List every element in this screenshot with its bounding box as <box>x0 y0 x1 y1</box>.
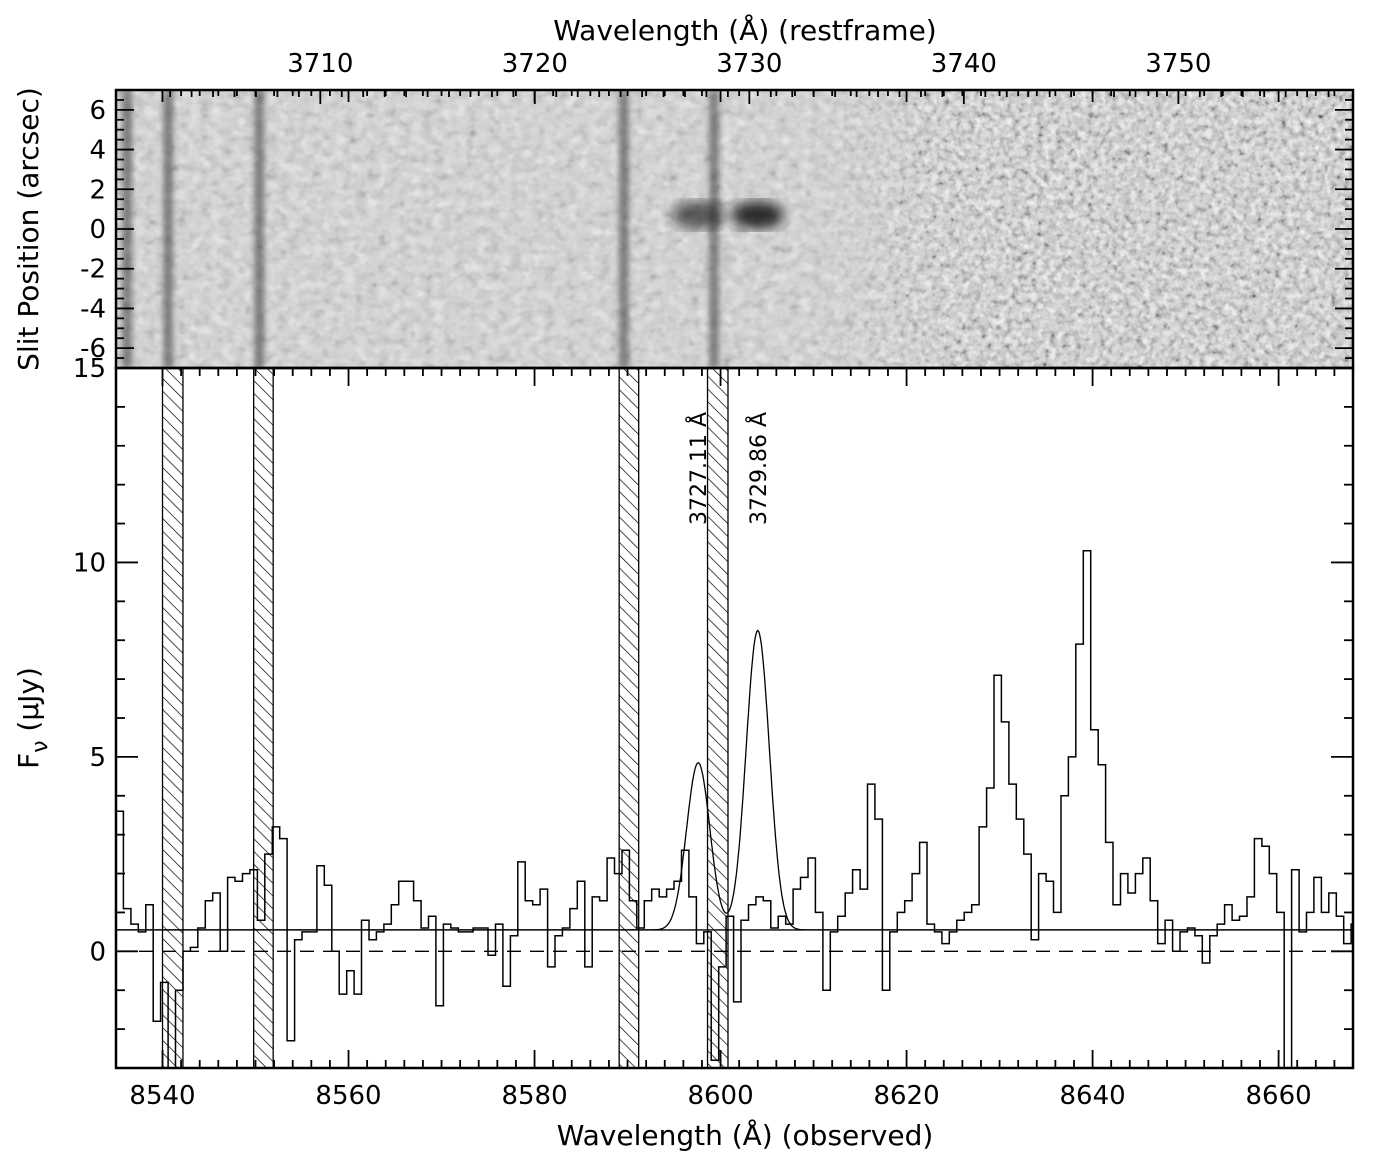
tick-label: 8660 <box>1246 1081 1312 1111</box>
tick-labels: 8540 8560 8580 8600 8620 8640 8660 3710 3720 3730… <box>73 49 1312 1111</box>
spectrum-plot-area <box>116 550 1353 1068</box>
tick-label: 15 <box>73 354 106 384</box>
tick-label: 3710 <box>287 49 353 79</box>
model-fit-curve <box>116 629 1353 931</box>
axes: 8540 8560 8580 8600 8620 8640 8660 3710 3720 3730… <box>73 49 1355 1111</box>
slit-image-noise-strong <box>116 90 1353 368</box>
tick-label: 4 <box>89 136 106 166</box>
emission-blob <box>672 201 725 230</box>
tick-label: 8620 <box>873 1081 939 1111</box>
tick-label: 8540 <box>129 1081 195 1111</box>
emission-line-label: 3727.11 Å <box>685 412 712 525</box>
masked-regions <box>161 368 729 1068</box>
tick-label: -4 <box>80 294 106 324</box>
flux-subscript: ν <box>28 740 53 752</box>
observed-spectrum-histogram <box>116 550 1353 1068</box>
tick-label: 3740 <box>931 49 997 79</box>
top-axis-title: Wavelength (Å) (restframe) <box>553 13 936 47</box>
line-annotations: 3727.11 Å 3729.86 Å <box>685 412 772 525</box>
tick-label: 8640 <box>1059 1081 1125 1111</box>
tick-label: 8580 <box>501 1081 567 1111</box>
tick-label: 6 <box>89 96 106 126</box>
tick-label: -2 <box>80 255 106 285</box>
tick-label: 3750 <box>1145 49 1211 79</box>
spectrum-y-axis-title: Fν (μJy) <box>12 667 53 769</box>
flux-symbol: F <box>12 753 45 769</box>
tick-label: 3720 <box>502 49 568 79</box>
tick-label: 0 <box>89 215 106 245</box>
bottom-axis-title: Wavelength (Å) (observed) <box>557 1118 934 1152</box>
masked-region <box>161 368 184 1068</box>
tick-label: 8560 <box>315 1081 381 1111</box>
sky-residual <box>254 90 265 368</box>
flux-unit: (μJy) <box>12 667 45 740</box>
emission-blob <box>731 201 784 230</box>
tick-label: 5 <box>89 743 106 773</box>
emission-line-label: 3729.86 Å <box>745 412 772 525</box>
sky-residual <box>618 90 629 368</box>
emission-blobs <box>672 201 784 230</box>
tick-marks <box>116 89 1353 1069</box>
masked-region <box>618 368 640 1068</box>
masked-region <box>706 368 729 1068</box>
sky-residual <box>163 90 174 368</box>
tick-label: 8600 <box>687 1081 753 1111</box>
tick-label: 0 <box>89 937 106 967</box>
sky-residual <box>709 90 720 368</box>
spectrum-panel-frame <box>114 366 1355 1070</box>
tick-label: 3730 <box>716 49 782 79</box>
spectrum-panel: 3727.11 Å 3729.86 Å <box>116 368 1353 1068</box>
slit-image-panel <box>116 90 1353 368</box>
image-y-axis-title: Slit Position (arcsec) <box>12 87 45 371</box>
tick-label: 2 <box>89 175 106 205</box>
tick-label: -6 <box>80 334 106 364</box>
masked-region <box>253 368 274 1068</box>
tick-label: 10 <box>73 548 106 578</box>
